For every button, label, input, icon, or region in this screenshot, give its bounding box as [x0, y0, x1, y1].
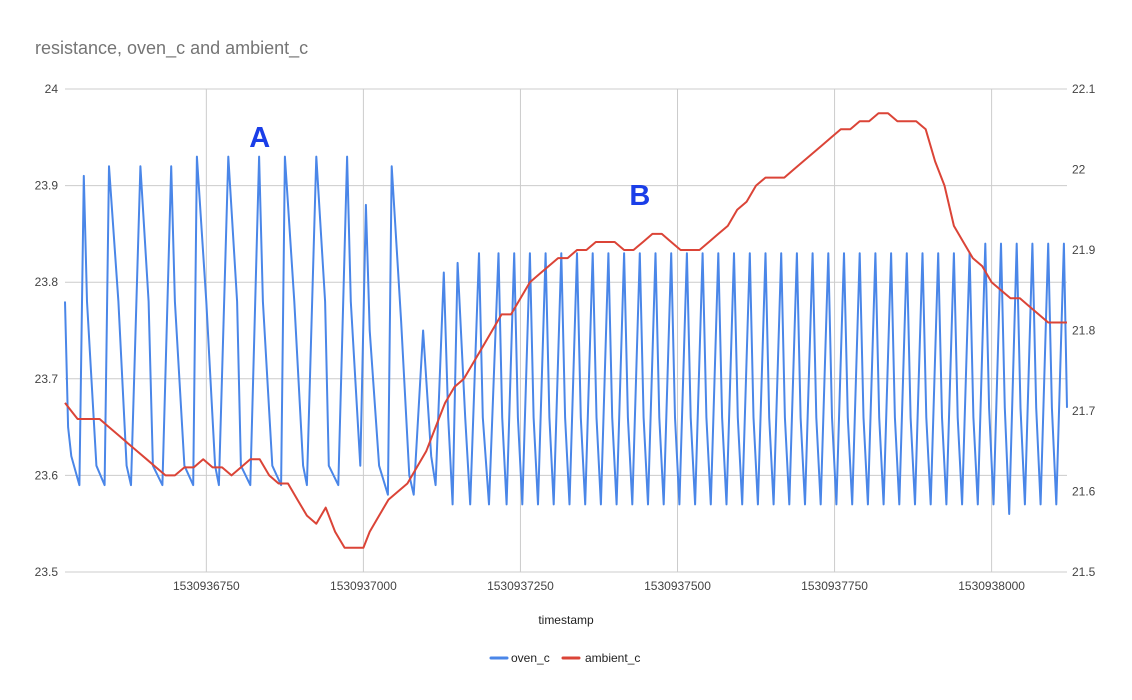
y-right-tick-label: 22	[1072, 163, 1086, 177]
x-axis-title: timestamp	[538, 613, 594, 627]
annotation-b: B	[629, 180, 650, 212]
y-right-tick-label: 22.1	[1072, 82, 1096, 96]
y-left-tick-label: 23.8	[35, 275, 59, 289]
x-tick-label: 1530937000	[330, 579, 397, 593]
y-left-tick-label: 23.9	[35, 179, 59, 193]
legend: oven_c ambient_c	[489, 651, 640, 665]
y-right-tick-label: 21.7	[1072, 404, 1096, 418]
series-line-oven-c	[64, 155, 1068, 515]
annotation-a: A	[249, 122, 270, 154]
y-left-tick-label: 24	[45, 82, 59, 96]
legend-label-ambient-c: ambient_c	[585, 651, 640, 665]
x-tick-label: 1530937250	[487, 579, 554, 593]
y-right-tick-label: 21.5	[1072, 565, 1096, 579]
legend-label-oven-c: oven_c	[511, 651, 550, 665]
tick-labels: 23.5 23.6 23.7 23.8 23.9 24 21.5 21.6 21.7 21.8 21…	[35, 82, 1096, 593]
x-tick-label: 1530938000	[958, 579, 1025, 593]
y-right-tick-label: 21.9	[1072, 243, 1096, 257]
y-left-tick-label: 23.5	[35, 565, 59, 579]
x-tick-label: 1530937750	[801, 579, 868, 593]
annotations: AB	[249, 122, 650, 212]
y-left-tick-label: 23.6	[35, 468, 59, 482]
x-tick-label: 1530936750	[173, 579, 240, 593]
y-right-tick-label: 21.8	[1072, 324, 1096, 338]
series-line-ambient-c	[64, 112, 1067, 549]
y-left-tick-label: 23.7	[35, 372, 59, 386]
y-right-tick-label: 21.6	[1072, 485, 1096, 499]
series-lines	[64, 112, 1068, 549]
chart-title: resistance, oven_c and ambient_c	[35, 38, 308, 59]
x-tick-label: 1530937500	[644, 579, 711, 593]
